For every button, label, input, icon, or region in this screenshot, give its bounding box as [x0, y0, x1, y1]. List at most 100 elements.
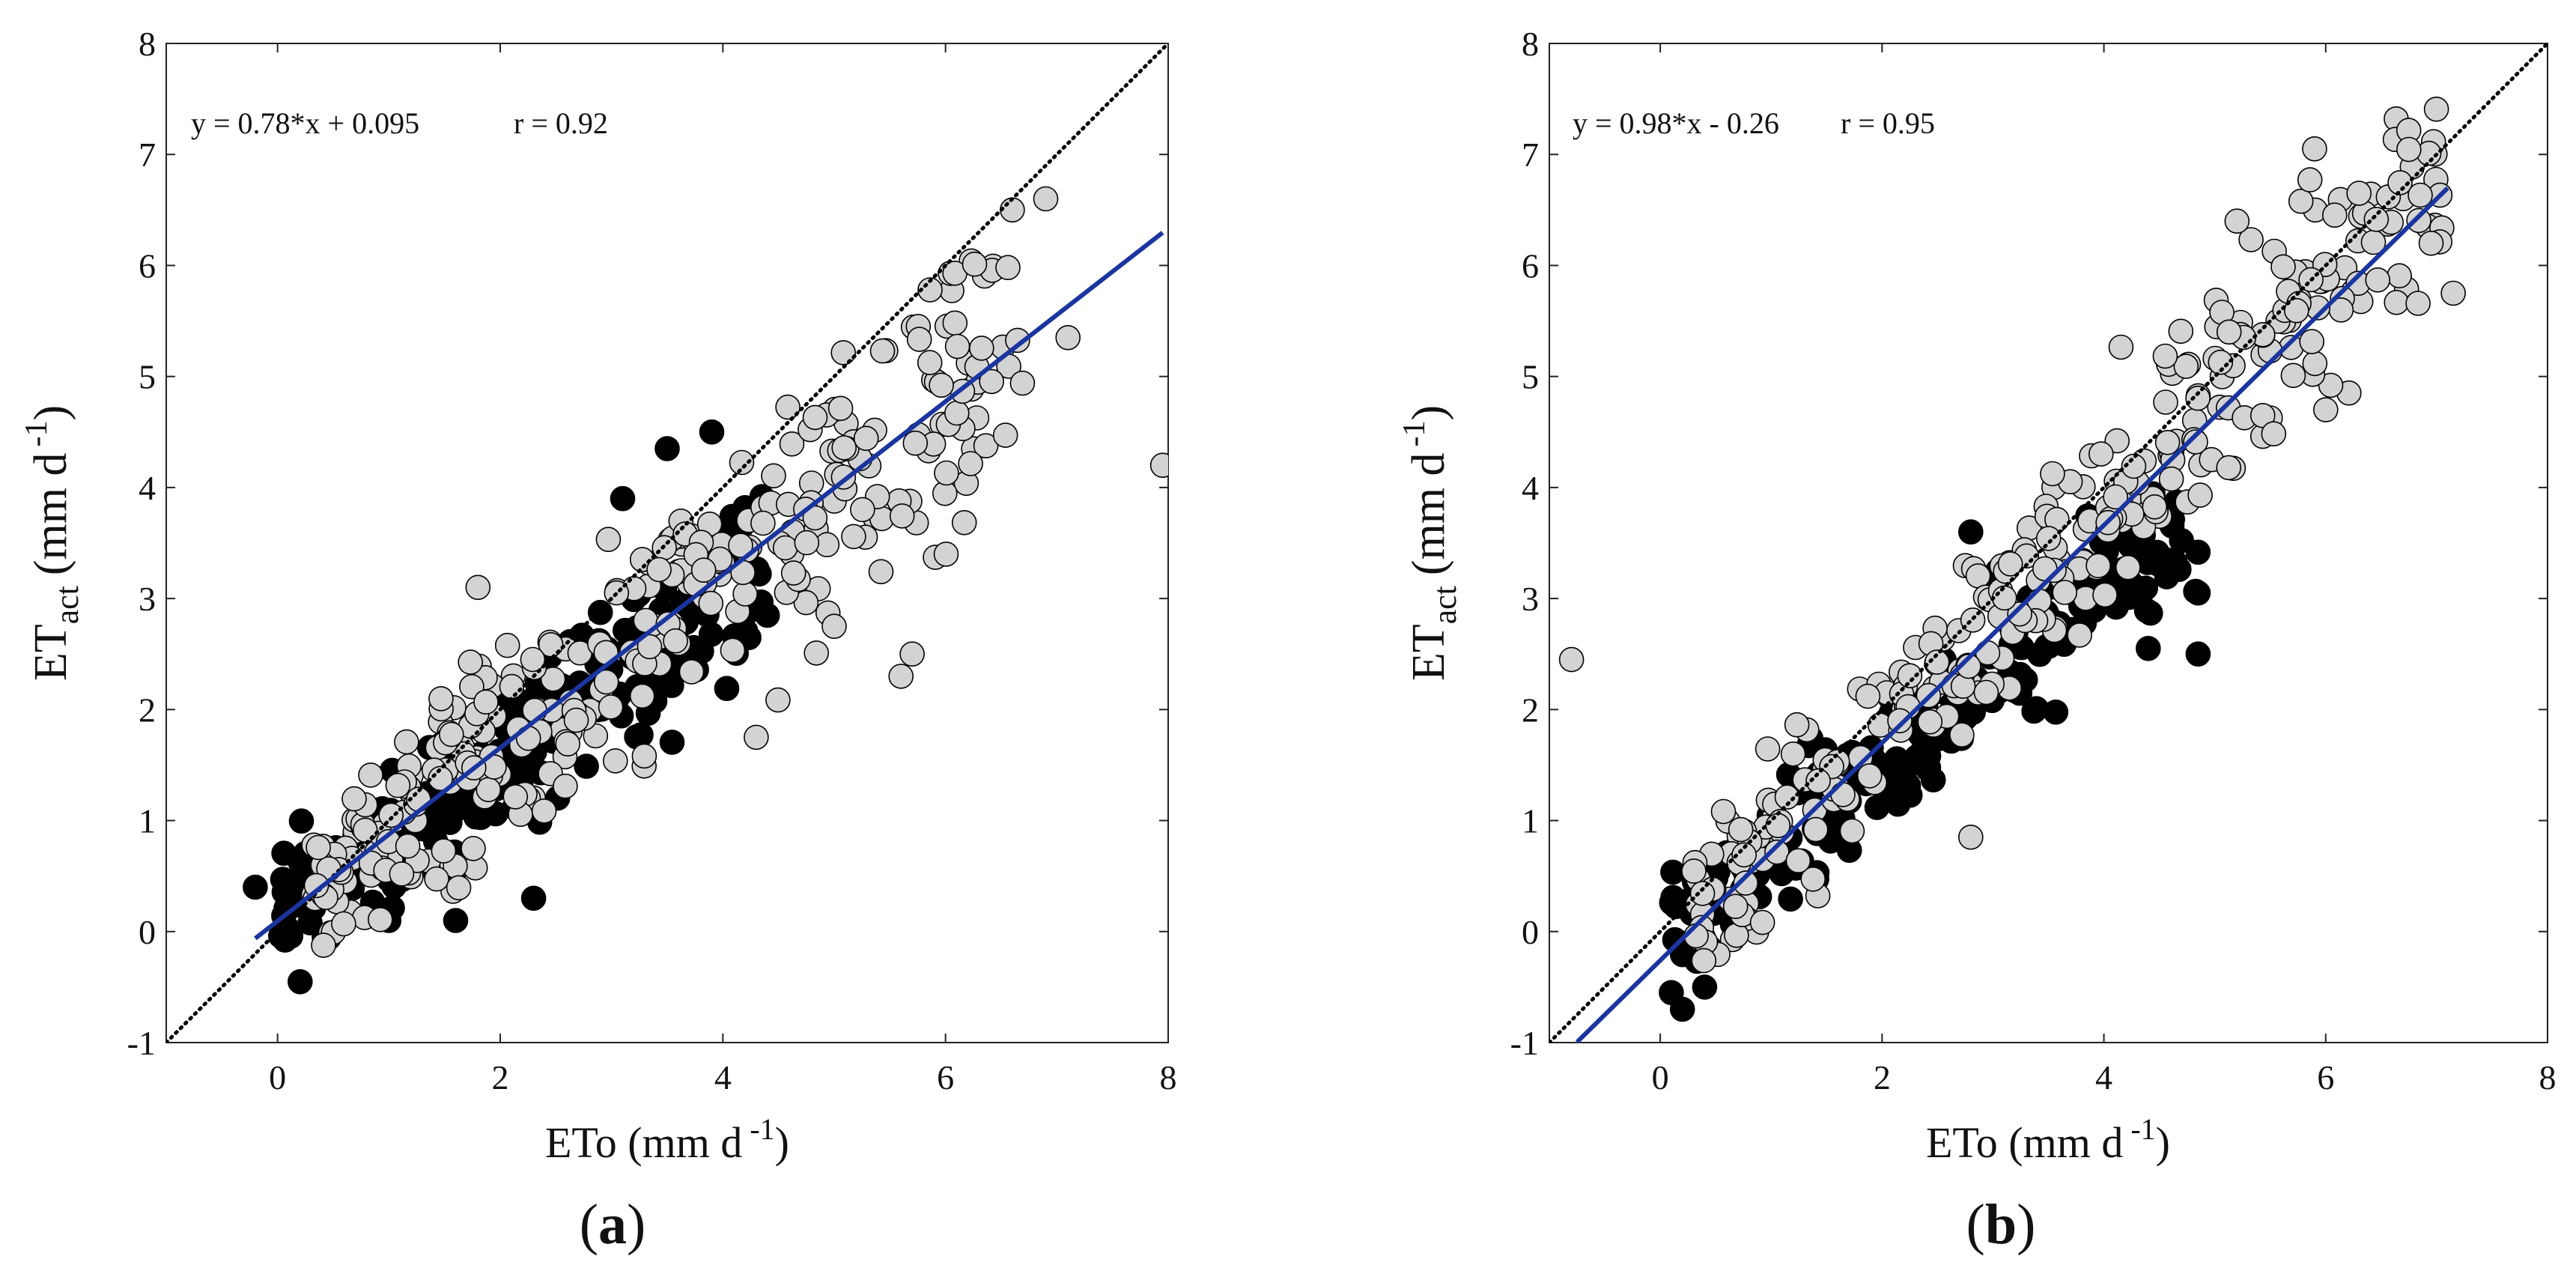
- point-light: [850, 497, 875, 523]
- point-dark: [1660, 859, 1686, 885]
- x-tick-label: 8: [1160, 1058, 1177, 1097]
- point-light: [1728, 816, 1754, 843]
- point-light: [1958, 825, 1984, 850]
- point-light: [831, 435, 857, 461]
- point-light: [446, 875, 472, 901]
- one-to-one-line-b: [1549, 43, 2548, 1043]
- point-light: [775, 394, 801, 420]
- point-dark: [1920, 767, 1946, 792]
- point-light: [1689, 881, 1716, 906]
- point-light: [780, 560, 806, 586]
- point-dark: [287, 969, 313, 995]
- y-axis-label-b: ETact(mm d-1): [1397, 405, 1463, 681]
- point-light: [1965, 563, 1991, 589]
- point-light: [2007, 601, 2032, 627]
- point-light: [690, 557, 717, 583]
- point-dark: [699, 419, 725, 445]
- equation-b: y = 0.98*x - 0.26: [1573, 106, 1779, 140]
- point-light: [473, 689, 499, 715]
- y-tick-label: 7: [1522, 136, 1539, 174]
- point-light: [929, 372, 954, 398]
- point-light: [394, 729, 419, 755]
- point-light: [583, 723, 609, 749]
- point-dark: [698, 622, 724, 647]
- point-light: [934, 460, 959, 486]
- x-axis-label-a: ETo (mm d -1): [545, 1112, 789, 1167]
- point-light: [1722, 894, 1749, 919]
- point-light: [969, 336, 994, 361]
- x-tick-label: 8: [2539, 1058, 2557, 1097]
- point-light: [1149, 452, 1168, 478]
- point-light: [595, 527, 622, 553]
- point-light: [1973, 679, 1999, 706]
- point-light: [2035, 526, 2062, 551]
- point-dark: [714, 676, 740, 702]
- x-tick-labels-a: 0 2 4 6 8: [269, 1058, 1176, 1097]
- point-light: [2173, 354, 2199, 379]
- point-light: [1897, 663, 1923, 689]
- x-tick-label: 0: [269, 1058, 286, 1097]
- y-tick-label: 6: [139, 246, 156, 285]
- y-tick-label: 1: [139, 802, 156, 840]
- point-light: [2280, 363, 2306, 389]
- point-light: [311, 932, 336, 958]
- point-light: [2154, 429, 2181, 455]
- point-light: [2067, 622, 2092, 648]
- point-light: [772, 535, 798, 561]
- point-light: [629, 683, 655, 709]
- point-light: [933, 542, 959, 567]
- point-light: [1956, 653, 1981, 679]
- point-light: [2152, 343, 2178, 369]
- point-light: [2288, 188, 2314, 214]
- point-light: [2238, 227, 2264, 252]
- point-light: [899, 641, 925, 667]
- x-tick-label: 6: [2317, 1058, 2334, 1097]
- y-tick-label: 8: [1522, 25, 1539, 63]
- point-dark: [2021, 698, 2047, 724]
- point-light: [979, 368, 1004, 395]
- tick-marks-a: [166, 43, 1169, 1043]
- point-light: [2158, 466, 2184, 492]
- y-tick-label: 4: [139, 469, 156, 507]
- point-light: [2302, 136, 2327, 162]
- point-light: [793, 589, 819, 616]
- point-light: [1917, 709, 1943, 735]
- x-tick-labels-b: 0 2 4 6 8: [1652, 1058, 2557, 1097]
- x-tick-label: 2: [492, 1058, 509, 1097]
- point-light: [765, 687, 791, 713]
- point-light: [1856, 763, 1883, 789]
- point-light: [499, 673, 525, 700]
- point-light: [1558, 646, 1585, 673]
- point-light: [802, 505, 828, 531]
- point-light: [698, 590, 724, 616]
- point-light: [2299, 329, 2324, 354]
- point-light: [1033, 186, 1059, 212]
- r-value-a: r = 0.92: [514, 106, 608, 140]
- point-dark: [2185, 580, 2211, 606]
- point-light: [424, 866, 449, 892]
- point-light: [341, 786, 367, 812]
- point-light: [2216, 455, 2241, 481]
- point-light: [729, 449, 755, 476]
- point-light: [2322, 202, 2348, 228]
- point-light: [1924, 649, 1950, 675]
- point-light: [367, 907, 393, 932]
- point-light: [761, 463, 786, 489]
- point-light: [1780, 741, 1806, 767]
- point-light: [602, 748, 628, 774]
- point-light: [2115, 554, 2141, 580]
- y-tick-label: -1: [1510, 1024, 1539, 1062]
- tick-marks-b: [1549, 43, 2548, 1043]
- y-tick-labels-b: -1 0 1 2 3 4 5 6 7 8: [1510, 25, 1539, 1062]
- point-light: [395, 833, 421, 859]
- point-light: [428, 686, 454, 712]
- point-light: [2092, 582, 2118, 608]
- point-dark: [1692, 974, 1718, 1000]
- point-dark: [574, 753, 599, 779]
- point-light: [494, 632, 520, 658]
- point-light: [2153, 389, 2178, 415]
- point-dark: [520, 885, 547, 912]
- point-light: [1887, 708, 1913, 734]
- point-light: [2224, 208, 2250, 234]
- point-light: [2250, 402, 2276, 428]
